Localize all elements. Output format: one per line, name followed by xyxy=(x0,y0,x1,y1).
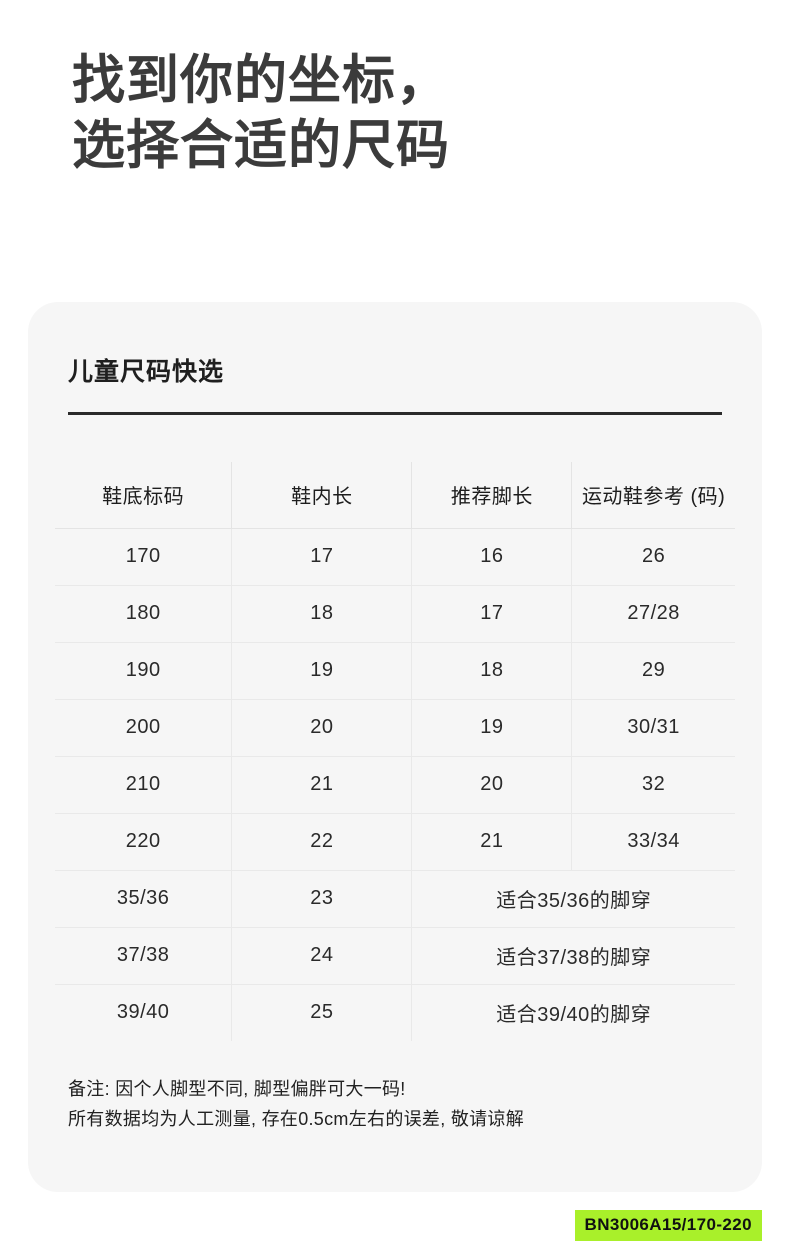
table-row: 220 22 21 33/34 xyxy=(55,813,735,871)
cell-inner-length: 21 xyxy=(231,756,413,814)
cell-sole-size: 180 xyxy=(55,585,233,643)
table-row: 200 20 19 30/31 xyxy=(55,699,735,757)
cell-inner-length: 23 xyxy=(231,870,413,928)
page-title: 找到你的坐标， 选择合适的尺码 xyxy=(72,48,712,178)
column-header-sneaker-reference: 运动鞋参考 (码) xyxy=(571,462,735,529)
size-table-head: 鞋底标码 鞋内长 推荐脚长 运动鞋参考 (码) xyxy=(55,462,735,529)
size-table-body: 170 17 16 26 180 18 17 27/28 190 19 xyxy=(55,528,735,1041)
cell-fit-note: 适合35/36的脚穿 xyxy=(411,870,735,928)
footnote: 备注: 因个人脚型不同, 脚型偏胖可大一码! 所有数据均为人工测量, 存在0.5… xyxy=(68,1074,708,1134)
cell-sole-size: 39/40 xyxy=(55,984,233,1041)
cell-sneaker-ref: 26 xyxy=(571,528,735,586)
footnote-line-1: 备注: 因个人脚型不同, 脚型偏胖可大一码! xyxy=(68,1079,406,1099)
cell-sneaker-ref: 27/28 xyxy=(571,585,735,643)
cell-inner-length: 20 xyxy=(231,699,413,757)
cell-inner-length: 25 xyxy=(231,984,413,1041)
page-title-line-1: 找到你的坐标， xyxy=(72,51,450,110)
table-row: 180 18 17 27/28 xyxy=(55,585,735,643)
cell-sneaker-ref: 32 xyxy=(571,756,735,814)
sku-badge: BN3006A15/170-220 xyxy=(574,1210,762,1241)
cell-fit-note: 适合39/40的脚穿 xyxy=(496,1004,652,1027)
cell-sneaker-ref: 33/34 xyxy=(571,813,735,871)
column-header-inner-length: 鞋内长 xyxy=(231,462,413,529)
cell-sole-size: 210 xyxy=(55,756,233,814)
cell-sneaker-ref: 30/31 xyxy=(571,699,735,757)
cell-foot-length: 19 xyxy=(411,699,573,757)
footnote-line-2: 所有数据均为人工测量, 存在0.5cm左右的误差, 敬请谅解 xyxy=(68,1109,525,1129)
cell-sneaker-ref: 29 xyxy=(571,642,735,700)
cell-foot-length: 17 xyxy=(411,585,573,643)
card-title: 儿童尺码快选 xyxy=(68,358,225,386)
column-header-sole-size: 鞋底标码 xyxy=(55,462,233,529)
table-row: 210 21 20 32 xyxy=(55,756,735,814)
cell-sole-size: 200 xyxy=(55,699,233,757)
cell-sole-size: 37/38 xyxy=(55,927,233,985)
cell-fit-note: 适合37/38的脚穿 xyxy=(411,927,735,985)
size-chart-card: 儿童尺码快选 鞋底标码 鞋内长 推荐脚长 运动鞋参考 (码) 17 xyxy=(28,302,762,1192)
cell-sole-size: 170 xyxy=(55,528,233,586)
cell-foot-length: 18 xyxy=(411,642,573,700)
table-row: 39/40 25 适合39/40的脚穿 xyxy=(55,984,735,1041)
table-row: 35/36 23 适合35/36的脚穿 xyxy=(55,870,735,928)
cell-sole-size: 190 xyxy=(55,642,233,700)
cell-foot-length: 21 xyxy=(411,813,573,871)
cell-inner-length: 24 xyxy=(231,927,413,985)
table-row: 190 19 18 29 xyxy=(55,642,735,700)
cell-foot-length: 20 xyxy=(411,756,573,814)
size-table-container: 鞋底标码 鞋内长 推荐脚长 运动鞋参考 (码) 170 17 16 26 180 xyxy=(55,462,735,1041)
page-title-line-2: 选择合适的尺码 xyxy=(72,116,450,175)
cell-inner-length: 22 xyxy=(231,813,413,871)
cell-inner-length: 19 xyxy=(231,642,413,700)
cell-inner-length: 17 xyxy=(231,528,413,586)
cell-foot-length: 16 xyxy=(411,528,573,586)
table-row: 37/38 24 适合37/38的脚穿 xyxy=(55,927,735,985)
column-header-recommended-foot-length: 推荐脚长 xyxy=(411,462,573,529)
cell-inner-length: 18 xyxy=(231,585,413,643)
size-table: 鞋底标码 鞋内长 推荐脚长 运动鞋参考 (码) 170 17 16 26 180 xyxy=(55,462,735,1041)
table-header-row: 鞋底标码 鞋内长 推荐脚长 运动鞋参考 (码) xyxy=(55,462,735,529)
cell-sole-size: 35/36 xyxy=(55,870,233,928)
table-row: 170 17 16 26 xyxy=(55,528,735,586)
cell-sole-size: 220 xyxy=(55,813,233,871)
title-divider xyxy=(68,412,722,415)
